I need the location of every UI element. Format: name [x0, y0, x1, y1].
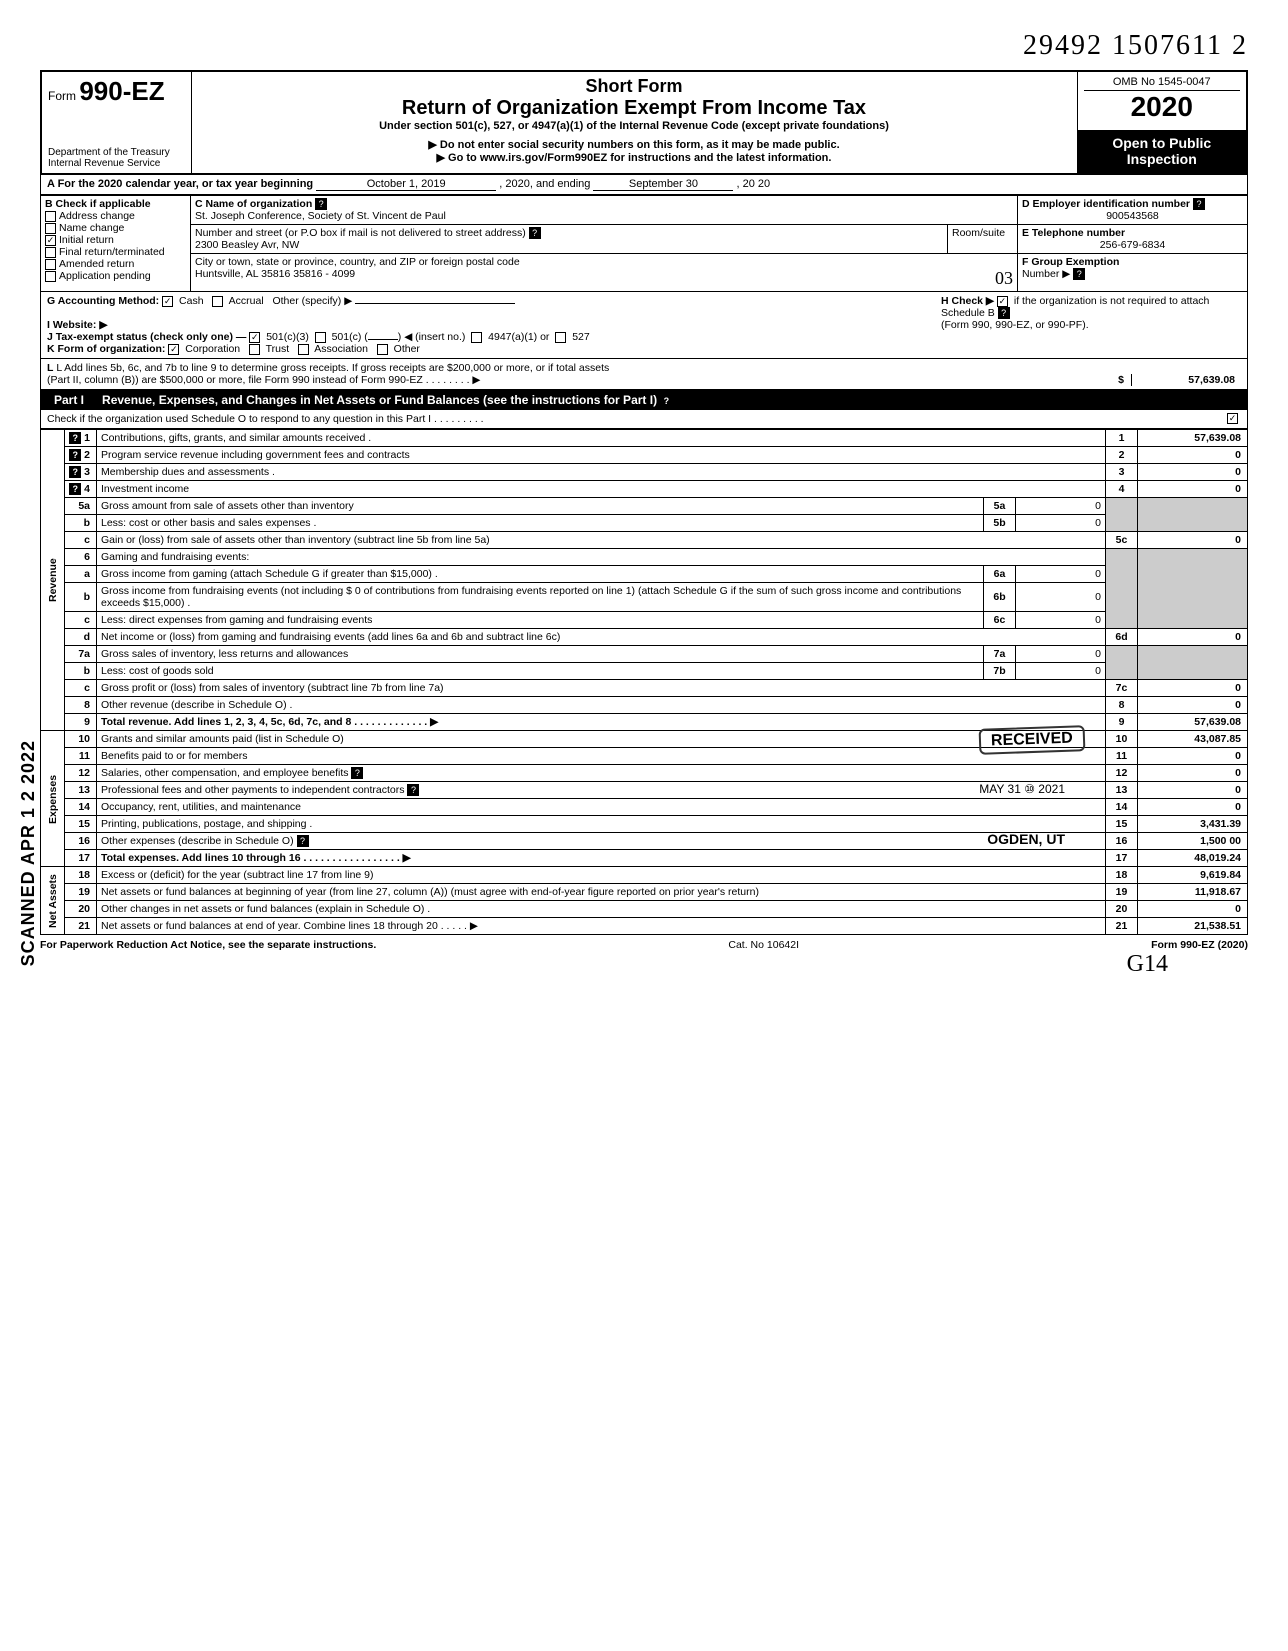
goto-link: ▶ Go to www.irs.gov/Form990EZ for instru… [198, 151, 1071, 164]
e-label: E Telephone number [1022, 227, 1125, 239]
received-stamp: RECEIVED [979, 725, 1086, 755]
check-corporation[interactable] [168, 344, 179, 355]
check-501c3[interactable] [249, 332, 260, 343]
check-trust[interactable] [249, 344, 260, 355]
check-schedule-o[interactable] [1227, 413, 1238, 424]
ein-value: 900543568 [1022, 210, 1243, 222]
form-header: Form 990-EZ Department of the Treasury I… [40, 70, 1248, 175]
org-name: St. Joseph Conference, Society of St. Vi… [195, 210, 446, 222]
b-label: B Check if applicable [45, 198, 186, 210]
addr-label: Number and street (or P.O box if mail is… [195, 227, 526, 239]
omb-number: OMB No 1545-0047 [1084, 76, 1241, 91]
f-label: F Group Exemption [1022, 256, 1119, 268]
dept-treasury: Department of the Treasury [48, 147, 185, 158]
f-handwritten: 03 [995, 268, 1013, 289]
top-handwritten-code: 29492 1507611 2 [40, 30, 1248, 62]
c-label: C Name of organization [195, 198, 312, 210]
check-4947[interactable] [471, 332, 482, 343]
help-icon[interactable]: ? [315, 198, 327, 210]
expenses-side-label: Expenses [41, 731, 65, 867]
check-name-change[interactable] [45, 223, 56, 234]
inspection: Inspection [1084, 151, 1241, 167]
check-amended[interactable] [45, 259, 56, 270]
short-form-title: Short Form [198, 76, 1071, 97]
help-icon[interactable]: ? [1193, 198, 1205, 210]
row-l-gross-receipts: L L Add lines 5b, 6c, and 7b to line 9 t… [40, 359, 1248, 390]
street-value: 2300 Beasley Avr, NW [195, 239, 299, 251]
ogden-stamp: OGDEN, UT [987, 831, 1065, 847]
date-stamp: MAY 31 ⑩ 2021 [979, 782, 1065, 796]
revenue-side-label: Revenue [41, 430, 65, 731]
ssn-warning: ▶ Do not enter social security numbers o… [198, 138, 1071, 151]
help-icon[interactable]: ? [529, 227, 541, 239]
part1-lines-table: Revenue ? 1Contributions, gifts, grants,… [40, 429, 1248, 935]
d-label: D Employer identification number [1022, 198, 1190, 210]
check-cash[interactable] [162, 296, 173, 307]
part1-schedule-o-check: Check if the organization used Schedule … [40, 410, 1248, 429]
help-icon[interactable]: ? [660, 395, 672, 407]
check-initial-return[interactable] [45, 235, 56, 246]
f-label2: Number ▶ [1022, 268, 1070, 280]
line-l-amount: 57,639.08 [1131, 374, 1241, 386]
room-label: Room/suite [952, 227, 1005, 239]
check-final-return[interactable] [45, 247, 56, 258]
return-title: Return of Organization Exempt From Incom… [198, 97, 1071, 120]
phone-value: 256-679-6834 [1022, 239, 1243, 251]
help-icon[interactable]: ? [998, 307, 1010, 319]
net-assets-side-label: Net Assets [41, 867, 65, 935]
open-to-public: Open to Public [1084, 135, 1241, 151]
under-section: Under section 501(c), 527, or 4947(a)(1)… [198, 120, 1071, 132]
check-accrual[interactable] [212, 296, 223, 307]
scanned-stamp: SCANNED APR 1 2 2022 [18, 740, 39, 966]
check-association[interactable] [298, 344, 309, 355]
part1-header: Part I Revenue, Expenses, and Changes in… [40, 390, 1248, 410]
city-label: City or town, state or province, country… [195, 256, 520, 268]
handwritten-bottom: G14 [40, 951, 1248, 978]
check-schedule-b[interactable] [997, 296, 1008, 307]
org-info-grid: B Check if applicable Address change Nam… [40, 195, 1248, 292]
city-value: Huntsville, AL 35816 35816 - 4099 [195, 268, 355, 280]
check-other-org[interactable] [377, 344, 388, 355]
check-501c[interactable] [315, 332, 326, 343]
check-application-pending[interactable] [45, 271, 56, 282]
page-footer: For Paperwork Reduction Act Notice, see … [40, 935, 1248, 951]
help-icon[interactable]: ? [1073, 268, 1085, 280]
section-a-tax-year: A For the 2020 calendar year, or tax yea… [40, 175, 1248, 195]
dept-irs: Internal Revenue Service [48, 158, 185, 169]
check-527[interactable] [555, 332, 566, 343]
form-number: Form 990-EZ [48, 76, 185, 107]
check-address-change[interactable] [45, 211, 56, 222]
row-g-accounting: G Accounting Method: Cash Accrual Other … [40, 292, 1248, 359]
tax-year: 2020 [1084, 91, 1241, 123]
